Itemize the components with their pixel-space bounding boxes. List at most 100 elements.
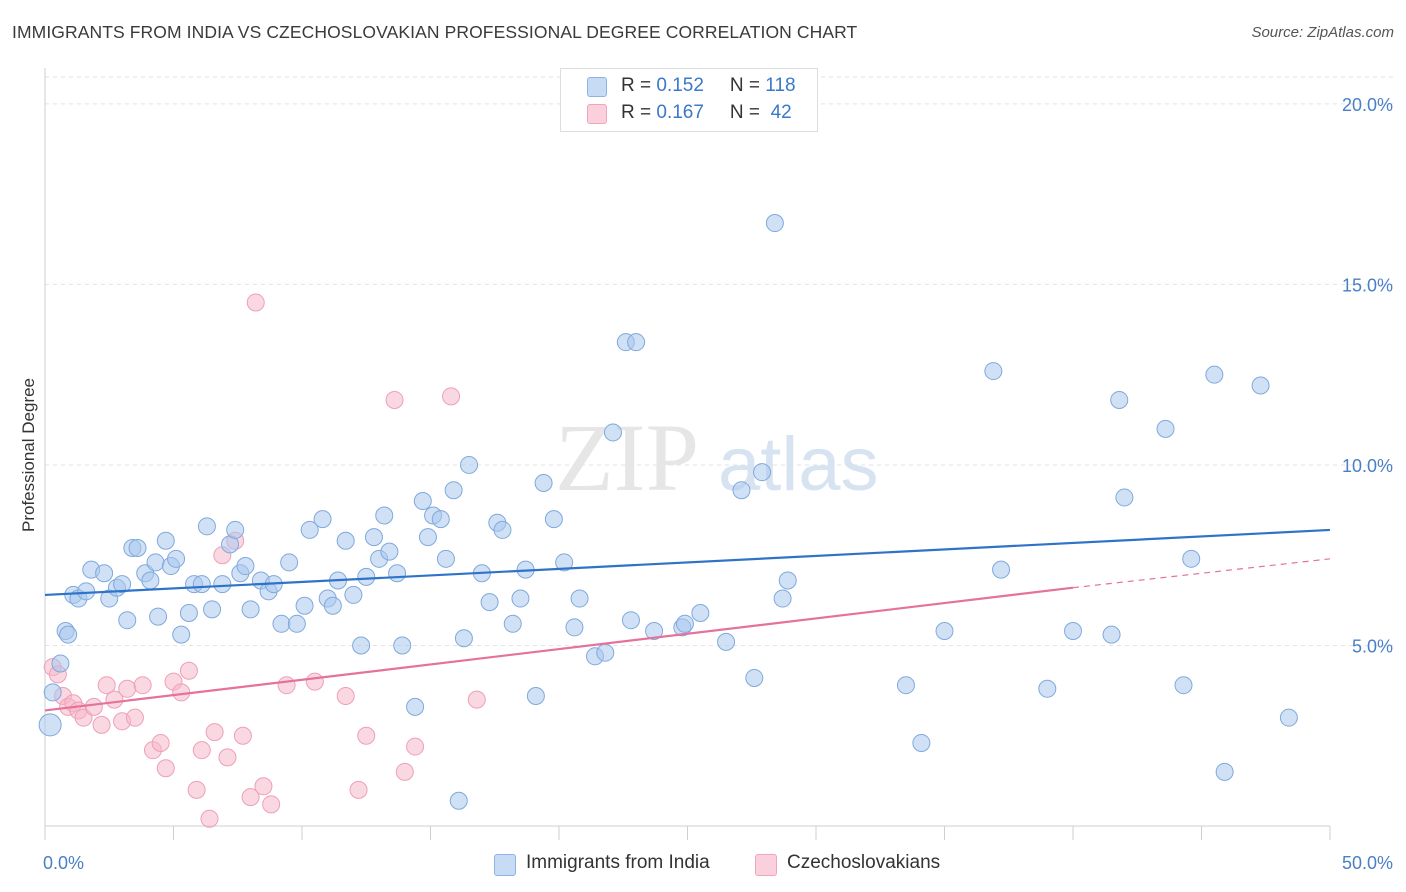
czech-point xyxy=(241,788,260,807)
czech-point xyxy=(349,780,368,799)
india-point xyxy=(388,564,407,583)
india-point xyxy=(460,455,479,474)
india-point xyxy=(565,618,584,637)
india-point xyxy=(436,549,455,568)
india-point xyxy=(773,589,792,608)
india-point xyxy=(745,668,764,687)
legend-text-czech: R = 0.167 N = 42 xyxy=(621,102,792,124)
czech-point xyxy=(192,741,211,760)
india-point xyxy=(1110,390,1129,409)
india-point xyxy=(935,622,954,641)
india-point xyxy=(449,791,468,810)
india-point xyxy=(555,553,574,572)
india-point xyxy=(511,589,530,608)
legend-swatch-india xyxy=(587,77,607,97)
india-point xyxy=(603,423,622,442)
czech-point xyxy=(133,676,152,695)
czech-point xyxy=(277,676,296,695)
india-point xyxy=(146,553,165,572)
czech-point xyxy=(97,676,116,695)
czech-point xyxy=(125,708,144,727)
india-point xyxy=(323,596,342,615)
india-point xyxy=(418,528,437,547)
india-point xyxy=(280,553,299,572)
czech-point xyxy=(233,726,252,745)
india-point xyxy=(203,600,222,619)
czech-point xyxy=(246,293,265,312)
czech-point xyxy=(92,715,111,734)
legend-india-r-label: R = xyxy=(621,75,657,96)
bottom-legend-label-czech: Czechoslovakians xyxy=(787,852,941,873)
chart-title: IMMIGRANTS FROM INDIA VS CZECHOSLOVAKIAN… xyxy=(12,22,858,42)
india-point xyxy=(287,614,306,633)
india-point xyxy=(77,582,96,601)
india-point xyxy=(375,506,394,525)
india-point xyxy=(149,607,168,626)
bottom-legend-label-india: Immigrants from India xyxy=(526,852,710,873)
czech-trend-line xyxy=(44,586,1074,712)
india-point xyxy=(156,531,175,550)
india-point xyxy=(912,733,931,752)
india-point xyxy=(192,575,211,594)
czech-point xyxy=(151,733,170,752)
india-point xyxy=(984,362,1003,381)
india-point xyxy=(59,625,78,644)
india-point xyxy=(364,528,383,547)
legend-czech-r-label: R = xyxy=(621,102,657,123)
czech-point xyxy=(156,759,175,778)
czech-point xyxy=(262,795,281,814)
india-point xyxy=(1038,679,1057,698)
india-point xyxy=(413,492,432,511)
axes xyxy=(44,68,1331,840)
india-point xyxy=(691,603,710,622)
czech-point xyxy=(205,723,224,742)
india-point xyxy=(992,560,1011,579)
india-point xyxy=(38,713,62,737)
india-point xyxy=(1205,365,1224,384)
india-point xyxy=(596,643,615,662)
india-point xyxy=(357,567,376,586)
india-point xyxy=(43,683,62,702)
czech-point xyxy=(406,737,425,756)
india-point xyxy=(141,571,160,590)
bottom-legend-swatch-czech xyxy=(755,854,777,876)
bottom-legend-swatch-india xyxy=(494,854,516,876)
india-point xyxy=(526,687,545,706)
czech-trend-extension xyxy=(1072,558,1331,589)
correlation-legend: R = 0.152 N = 118 R = 0.167 N = 42 xyxy=(560,68,818,132)
india-point xyxy=(380,542,399,561)
legend-czech-n-label: N = xyxy=(729,102,766,123)
watermark: ZIP atlas xyxy=(555,404,879,511)
czech-point xyxy=(179,661,198,680)
india-point xyxy=(51,654,70,673)
india-point xyxy=(732,481,751,500)
india-point xyxy=(1182,549,1201,568)
czech-point xyxy=(105,690,124,709)
india-point xyxy=(1064,622,1082,641)
india-point xyxy=(645,622,664,641)
czech-point xyxy=(84,697,103,716)
legend-czech-r-value: 0.167 xyxy=(656,102,704,123)
y-tick-label-1: 10.0% xyxy=(1342,456,1393,476)
india-point xyxy=(627,333,646,352)
india-point xyxy=(1174,676,1193,695)
india-point xyxy=(295,596,314,615)
india-point xyxy=(1156,419,1175,438)
india-point xyxy=(431,510,450,529)
india-point xyxy=(241,600,260,619)
india-point xyxy=(167,549,186,568)
czech-point xyxy=(118,679,137,698)
india-point xyxy=(172,625,191,644)
czech-point xyxy=(357,726,376,745)
legend-czech-n-value: 42 xyxy=(765,102,792,123)
india-point xyxy=(236,557,255,576)
india-point xyxy=(226,520,245,539)
chart-source: Source: ZipAtlas.com xyxy=(1251,24,1394,41)
india-point xyxy=(717,632,736,651)
india-point xyxy=(1115,488,1134,507)
india-point xyxy=(503,614,522,633)
india-point xyxy=(444,481,463,500)
india-point xyxy=(753,463,772,482)
india-point xyxy=(113,575,132,594)
india-point xyxy=(675,614,694,633)
